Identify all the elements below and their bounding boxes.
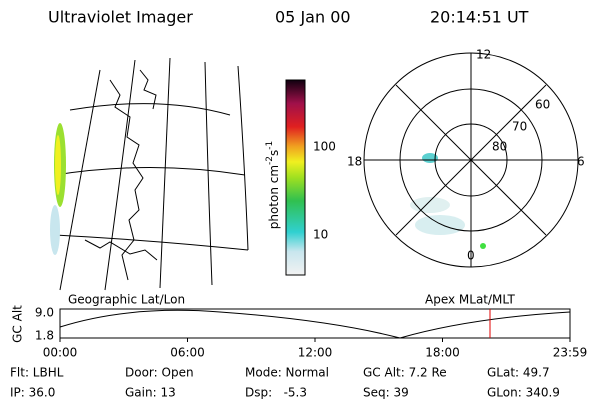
- x-tick-label: 12:00: [298, 346, 333, 360]
- y-tick-label: 9.0: [35, 306, 54, 320]
- altitude-curve: [59, 309, 571, 339]
- instrument-title: Ultraviolet Imager: [48, 8, 193, 27]
- altitude-axis-label: GC Alt: [11, 305, 25, 343]
- geographic-map: [50, 57, 249, 291]
- colorbar-tick-label: 10: [313, 228, 328, 242]
- unit-text: s: [267, 150, 281, 156]
- map-caption: Geographic Lat/Lon: [68, 293, 185, 307]
- info-field: IP: 36.0: [10, 386, 55, 400]
- x-tick-label: 06:00: [170, 346, 205, 360]
- info-field: GLon: 340.9: [487, 386, 560, 400]
- colorbar-tick-label: 100: [313, 140, 336, 154]
- polar-caption: Apex MLat/MLT: [425, 293, 515, 307]
- lat-label: 70: [512, 120, 527, 134]
- info-field: GLat: 49.7: [487, 366, 550, 380]
- unit-text: photon cm: [267, 165, 281, 229]
- lat-label: 80: [492, 140, 507, 154]
- colorbar-label: photon cm-2s-1: [265, 141, 281, 230]
- polar-plot: [363, 52, 579, 268]
- lat-label: 60: [535, 98, 550, 112]
- unit-exponent: -1: [265, 141, 275, 150]
- x-tick-label: 23:59: [553, 346, 588, 360]
- mlt-label: 6: [577, 155, 585, 169]
- x-tick-label: 00:00: [43, 346, 78, 360]
- mlt-label: 18: [347, 155, 362, 169]
- info-field: Seq: 39: [363, 386, 409, 400]
- time: 20:14:51 UT: [430, 8, 529, 27]
- info-field: Mode: Normal: [245, 366, 329, 380]
- date: 05 Jan 00: [275, 8, 351, 27]
- mlt-label: 12: [476, 48, 491, 62]
- info-field: Dsp: -5.3: [245, 386, 307, 400]
- info-field: Gain: 13: [125, 386, 176, 400]
- mlt-label: 0: [467, 249, 475, 263]
- info-field: Door: Open: [125, 366, 194, 380]
- colorbar: [285, 79, 306, 276]
- y-tick-label: 1.8: [35, 329, 54, 343]
- info-field: GC Alt: 7.2 Re: [363, 366, 447, 380]
- info-field: Flt: LBHL: [10, 366, 64, 380]
- x-tick-label: 18:00: [425, 346, 460, 360]
- altitude-frame: [59, 308, 571, 339]
- unit-exponent: -2: [265, 156, 275, 165]
